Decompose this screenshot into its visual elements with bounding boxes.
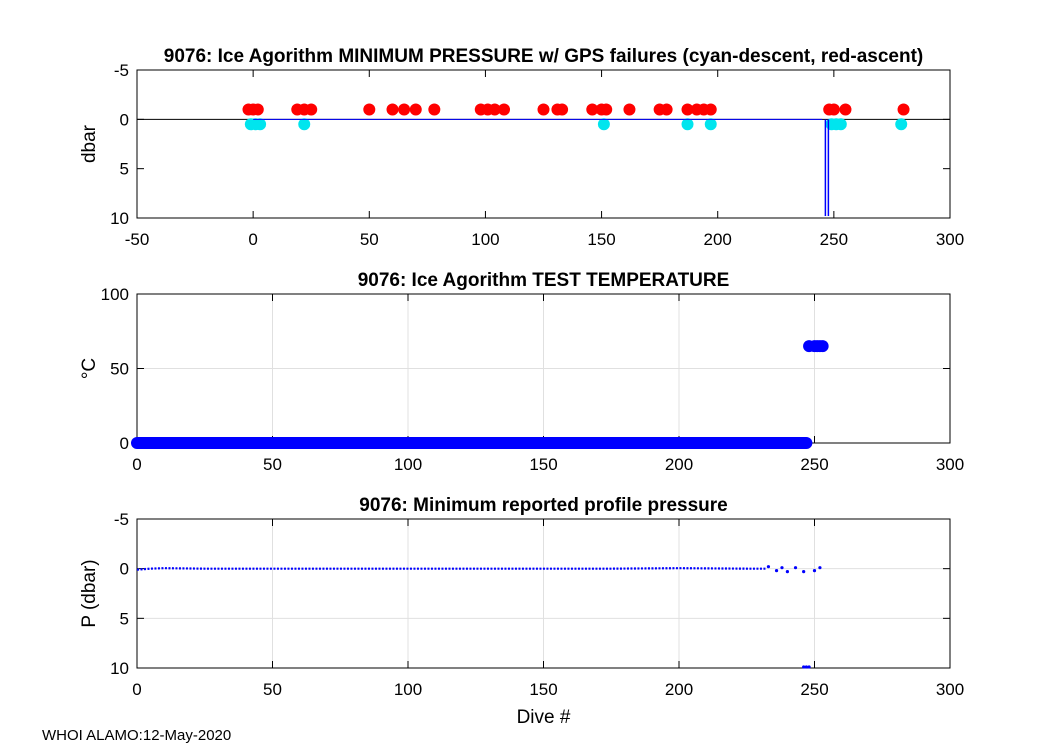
data-point <box>305 103 318 116</box>
y-tick-label: 10 <box>110 209 129 228</box>
data-point <box>681 103 694 116</box>
data-point <box>398 103 411 116</box>
x-tick-label: 100 <box>394 680 422 699</box>
chart-panel-2 <box>131 293 951 449</box>
data-point <box>834 118 847 131</box>
data-point <box>623 103 636 116</box>
x-tick-label: 300 <box>936 230 964 249</box>
x-tick-label: 200 <box>665 455 693 474</box>
data-point <box>251 103 264 116</box>
data-point <box>498 103 511 116</box>
data-point <box>774 569 779 573</box>
x-tick-label: 250 <box>800 455 828 474</box>
x-tick-label: 0 <box>132 455 141 474</box>
y-tick-label: 5 <box>120 160 129 179</box>
data-point <box>600 103 613 116</box>
data-point <box>537 103 550 116</box>
y-tick-label: 0 <box>120 434 129 453</box>
axes-box <box>136 69 951 219</box>
data-point <box>766 565 771 569</box>
x-tick-label: 300 <box>936 455 964 474</box>
y-tick-label: 0 <box>120 110 129 129</box>
y-tick-label: -5 <box>114 61 129 80</box>
y-tick-label: 50 <box>110 360 129 379</box>
data-point <box>298 118 311 131</box>
x-tick-label: 200 <box>665 680 693 699</box>
data-point <box>363 103 376 116</box>
data-point <box>895 118 908 131</box>
y-tick-label: 10 <box>110 659 129 678</box>
data-point <box>704 118 717 131</box>
x-tick-label: 50 <box>263 680 282 699</box>
data-point <box>556 103 569 116</box>
x-tick-label: 250 <box>820 230 848 249</box>
x-tick-label: 100 <box>471 230 499 249</box>
data-point <box>586 103 599 116</box>
x-tick-label: 150 <box>529 455 557 474</box>
chart-panel-1 <box>136 69 951 219</box>
y-tick-label: 5 <box>120 609 129 628</box>
data-point-band <box>131 437 813 449</box>
data-series-line <box>136 567 766 571</box>
data-point <box>818 566 822 570</box>
y-tick-label: -5 <box>114 510 129 529</box>
x-tick-label: -50 <box>125 230 150 249</box>
x-axis-label: Dive # <box>517 707 571 728</box>
x-tick-label: 50 <box>263 455 282 474</box>
x-tick-label: 150 <box>529 680 557 699</box>
data-point <box>793 566 798 570</box>
data-point <box>897 103 910 116</box>
data-point <box>780 566 784 570</box>
data-point <box>804 665 808 669</box>
y-tick-label: 0 <box>120 560 129 579</box>
chart-title: 9076: Ice Agorithm TEST TEMPERATURE <box>358 270 730 291</box>
x-tick-label: 250 <box>800 680 828 699</box>
x-tick-label: 50 <box>360 230 379 249</box>
y-axis-label: dbar <box>79 124 100 163</box>
data-point <box>827 103 840 116</box>
data-point <box>807 665 811 669</box>
data-point <box>409 103 422 116</box>
data-point <box>660 103 673 116</box>
y-axis-label: P (dbar) <box>79 559 100 627</box>
data-point <box>816 340 829 353</box>
y-axis-label: °C <box>79 358 100 379</box>
data-point <box>254 118 267 131</box>
x-tick-label: 200 <box>704 230 732 249</box>
data-point <box>597 118 610 131</box>
data-point <box>812 569 817 573</box>
data-point <box>386 103 399 116</box>
x-tick-label: 100 <box>394 455 422 474</box>
footer-credit: WHOI ALAMO:12-May-2020 <box>42 727 232 744</box>
data-point <box>681 118 694 131</box>
chart-title: 9076: Ice Agorithm MINIMUM PRESSURE w/ G… <box>164 46 924 67</box>
x-tick-label: 0 <box>132 680 141 699</box>
data-point <box>488 103 501 116</box>
data-point <box>802 665 806 669</box>
data-point <box>428 103 441 116</box>
data-point <box>802 570 806 574</box>
data-point <box>704 103 717 116</box>
x-tick-label: 300 <box>936 680 964 699</box>
y-tick-label: 100 <box>101 285 129 304</box>
chart-title: 9076: Minimum reported profile pressure <box>359 495 728 516</box>
x-tick-label: 0 <box>248 230 257 249</box>
data-point <box>785 570 790 574</box>
chart-panel-3 <box>136 518 951 669</box>
data-point <box>839 103 852 116</box>
x-tick-label: 150 <box>587 230 615 249</box>
